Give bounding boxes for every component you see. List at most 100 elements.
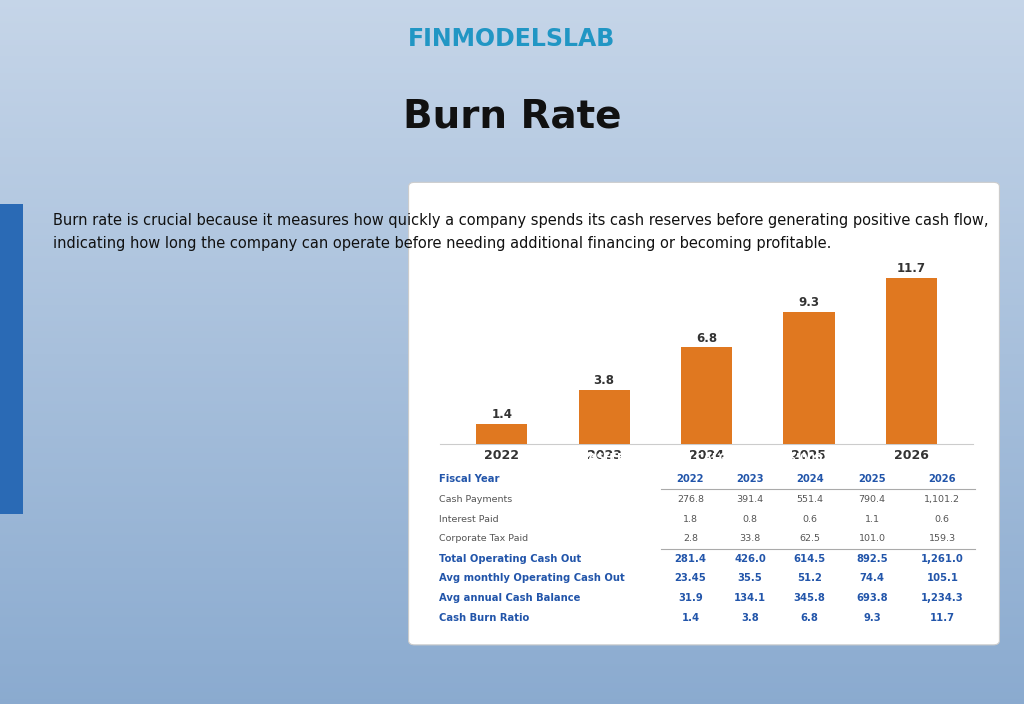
Text: 6.8: 6.8 xyxy=(801,613,818,623)
Bar xyxy=(0,195,1024,197)
Bar xyxy=(0,103,1024,106)
Bar xyxy=(0,463,1024,465)
Bar xyxy=(0,303,1024,305)
Bar xyxy=(0,544,1024,547)
Text: 345.8: 345.8 xyxy=(794,593,825,603)
Text: 3.8: 3.8 xyxy=(741,613,759,623)
Bar xyxy=(0,655,1024,657)
Bar xyxy=(0,23,1024,26)
Bar xyxy=(0,427,1024,429)
Bar xyxy=(0,505,1024,507)
Text: 9.3: 9.3 xyxy=(863,613,881,623)
Bar xyxy=(0,500,1024,502)
Bar xyxy=(0,77,1024,80)
Bar xyxy=(0,65,1024,68)
Bar xyxy=(0,470,1024,472)
Text: Cash Burn Ratio: Cash Burn Ratio xyxy=(438,613,528,623)
Bar xyxy=(0,669,1024,671)
Bar xyxy=(0,178,1024,181)
Bar xyxy=(0,129,1024,132)
Bar xyxy=(0,282,1024,284)
Bar xyxy=(0,343,1024,345)
Bar xyxy=(0,408,1024,410)
Bar xyxy=(0,132,1024,134)
Bar xyxy=(0,106,1024,108)
Bar xyxy=(0,523,1024,526)
Bar xyxy=(0,627,1024,629)
Bar xyxy=(0,139,1024,141)
Bar xyxy=(0,122,1024,125)
Bar xyxy=(0,678,1024,681)
Bar xyxy=(0,265,1024,268)
Bar xyxy=(0,148,1024,150)
Text: 6.8: 6.8 xyxy=(696,332,717,344)
Bar xyxy=(0,270,1024,272)
Bar xyxy=(0,241,1024,244)
Text: 0.6: 0.6 xyxy=(802,515,817,524)
Bar xyxy=(0,631,1024,634)
Bar xyxy=(0,63,1024,65)
Bar xyxy=(0,582,1024,584)
Bar xyxy=(0,319,1024,322)
Bar xyxy=(0,211,1024,213)
Text: 3.8: 3.8 xyxy=(594,374,614,387)
Bar xyxy=(0,653,1024,655)
Bar xyxy=(0,30,1024,33)
Text: 551.4: 551.4 xyxy=(796,495,823,504)
Bar xyxy=(0,603,1024,605)
Bar xyxy=(0,239,1024,241)
Text: 391.4: 391.4 xyxy=(736,495,764,504)
Bar xyxy=(0,521,1024,523)
Bar xyxy=(0,598,1024,601)
Bar xyxy=(0,674,1024,676)
Text: Fiscal Year: Fiscal Year xyxy=(438,474,499,484)
Bar xyxy=(0,439,1024,441)
Bar xyxy=(0,160,1024,162)
Bar xyxy=(0,516,1024,519)
Bar xyxy=(0,575,1024,577)
Text: Cash Payments: Cash Payments xyxy=(438,495,512,504)
Bar xyxy=(0,333,1024,336)
Bar xyxy=(0,533,1024,535)
Bar xyxy=(0,561,1024,563)
Bar xyxy=(0,448,1024,451)
Bar xyxy=(0,474,1024,477)
Bar xyxy=(0,662,1024,664)
Bar xyxy=(0,554,1024,556)
Bar xyxy=(0,326,1024,329)
Bar xyxy=(0,190,1024,192)
Bar xyxy=(0,498,1024,500)
Bar xyxy=(0,206,1024,209)
Bar xyxy=(0,347,1024,350)
Bar xyxy=(0,530,1024,533)
Bar xyxy=(0,417,1024,420)
Bar xyxy=(0,96,1024,99)
Bar xyxy=(0,225,1024,227)
Bar xyxy=(0,699,1024,702)
Bar xyxy=(0,495,1024,498)
Bar xyxy=(0,479,1024,481)
Text: 9.3: 9.3 xyxy=(799,296,819,309)
Bar xyxy=(0,394,1024,396)
Bar xyxy=(0,185,1024,188)
Bar xyxy=(0,336,1024,338)
Bar xyxy=(0,425,1024,427)
Bar xyxy=(0,284,1024,287)
Text: 0.6: 0.6 xyxy=(935,515,950,524)
Text: 31.9: 31.9 xyxy=(678,593,702,603)
Bar xyxy=(0,434,1024,436)
Bar xyxy=(0,657,1024,660)
Bar xyxy=(0,125,1024,127)
Bar xyxy=(0,364,1024,366)
Bar xyxy=(0,392,1024,394)
Bar xyxy=(0,681,1024,683)
Bar xyxy=(0,108,1024,111)
Bar xyxy=(0,540,1024,542)
Text: 11.7: 11.7 xyxy=(897,262,926,275)
Bar xyxy=(0,488,1024,491)
Bar xyxy=(0,368,1024,371)
Bar xyxy=(0,176,1024,178)
Bar xyxy=(0,695,1024,697)
Text: 2023: 2023 xyxy=(736,474,764,484)
Text: 2024: 2024 xyxy=(796,474,823,484)
